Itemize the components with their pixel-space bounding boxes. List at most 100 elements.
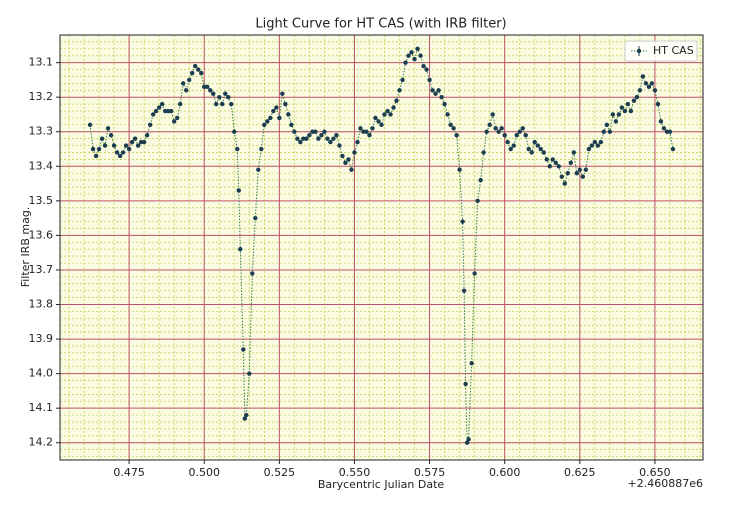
data-point	[298, 139, 303, 145]
data-point	[367, 133, 372, 138]
data-point	[96, 146, 102, 152]
data-point	[481, 150, 486, 155]
data-point	[595, 143, 601, 148]
data-point	[505, 139, 510, 145]
data-point	[556, 164, 561, 169]
data-point	[117, 153, 123, 159]
data-point	[568, 160, 573, 166]
data-point	[238, 247, 243, 252]
data-point	[652, 88, 658, 93]
data-point	[391, 105, 396, 110]
data-point	[105, 126, 111, 131]
data-point	[643, 81, 649, 86]
data-point	[586, 146, 592, 152]
data-point	[400, 77, 405, 83]
data-point	[280, 91, 285, 96]
data-point	[343, 160, 348, 166]
data-point	[464, 440, 470, 445]
data-point	[640, 74, 646, 79]
data-point	[577, 167, 583, 172]
data-point	[196, 67, 201, 72]
data-point	[120, 150, 126, 155]
x-tick-label: 0.600	[489, 466, 521, 479]
data-point	[250, 271, 255, 276]
y-tick-label: 13.8	[29, 298, 54, 311]
data-point	[484, 129, 489, 134]
data-point	[511, 143, 516, 148]
data-point	[388, 112, 393, 117]
data-point	[607, 129, 613, 134]
data-point	[490, 112, 495, 117]
data-point	[646, 84, 652, 90]
data-point	[111, 143, 117, 148]
data-point	[190, 70, 195, 76]
data-point	[403, 60, 408, 65]
data-point	[493, 126, 498, 131]
data-point	[637, 88, 643, 93]
data-point	[171, 119, 177, 124]
data-point	[274, 105, 279, 110]
data-point	[649, 81, 655, 86]
data-point	[193, 63, 198, 69]
data-point	[427, 77, 432, 83]
y-tick-label: 13.2	[29, 90, 54, 103]
data-point	[562, 181, 567, 186]
data-point	[159, 101, 165, 107]
data-point	[87, 122, 93, 128]
data-point	[256, 167, 261, 172]
data-point	[235, 146, 240, 152]
data-point	[265, 119, 270, 124]
data-point	[610, 112, 616, 117]
data-point	[334, 133, 339, 138]
data-point	[147, 122, 153, 128]
data-point	[508, 146, 513, 152]
data-point	[397, 88, 402, 93]
data-point	[658, 119, 664, 124]
data-point	[226, 94, 231, 100]
data-point	[448, 122, 453, 128]
data-point	[217, 94, 222, 100]
plot-frame	[59, 34, 704, 461]
data-point	[304, 136, 309, 141]
data-point	[379, 122, 384, 128]
data-point	[241, 347, 246, 352]
data-point	[286, 112, 291, 117]
data-point	[141, 139, 147, 145]
data-point	[520, 126, 525, 131]
y-tick-label: 13.1	[29, 56, 54, 69]
data-point	[661, 126, 667, 131]
data-point	[292, 129, 297, 134]
data-point	[529, 150, 534, 155]
data-point	[174, 115, 180, 121]
data-point	[463, 381, 468, 387]
data-point	[277, 115, 282, 121]
data-point	[550, 157, 555, 162]
data-point	[382, 112, 387, 117]
data-point	[616, 112, 622, 117]
y-tick-label: 13.9	[29, 332, 54, 345]
y-tick-label: 14.2	[29, 436, 54, 449]
y-tick-label: 13.5	[29, 194, 54, 207]
data-point	[328, 139, 333, 145]
legend-box	[624, 40, 698, 62]
data-point	[289, 122, 294, 128]
data-point	[268, 115, 273, 121]
data-point	[454, 133, 459, 138]
data-point	[325, 136, 330, 141]
data-point	[622, 108, 628, 114]
data-point	[631, 98, 637, 103]
data-point	[208, 88, 213, 93]
data-point	[394, 98, 399, 103]
data-point	[346, 157, 351, 162]
data-point	[322, 129, 327, 134]
data-point	[670, 146, 676, 152]
data-point	[547, 164, 552, 169]
y-axis-label: Filter IRB mag.	[19, 207, 32, 288]
data-point	[634, 94, 640, 100]
data-point	[655, 101, 661, 107]
x-axis-label: Barycentric Julian Date	[318, 478, 445, 491]
data-point	[156, 105, 162, 110]
data-point	[183, 88, 189, 93]
data-point	[424, 67, 429, 72]
